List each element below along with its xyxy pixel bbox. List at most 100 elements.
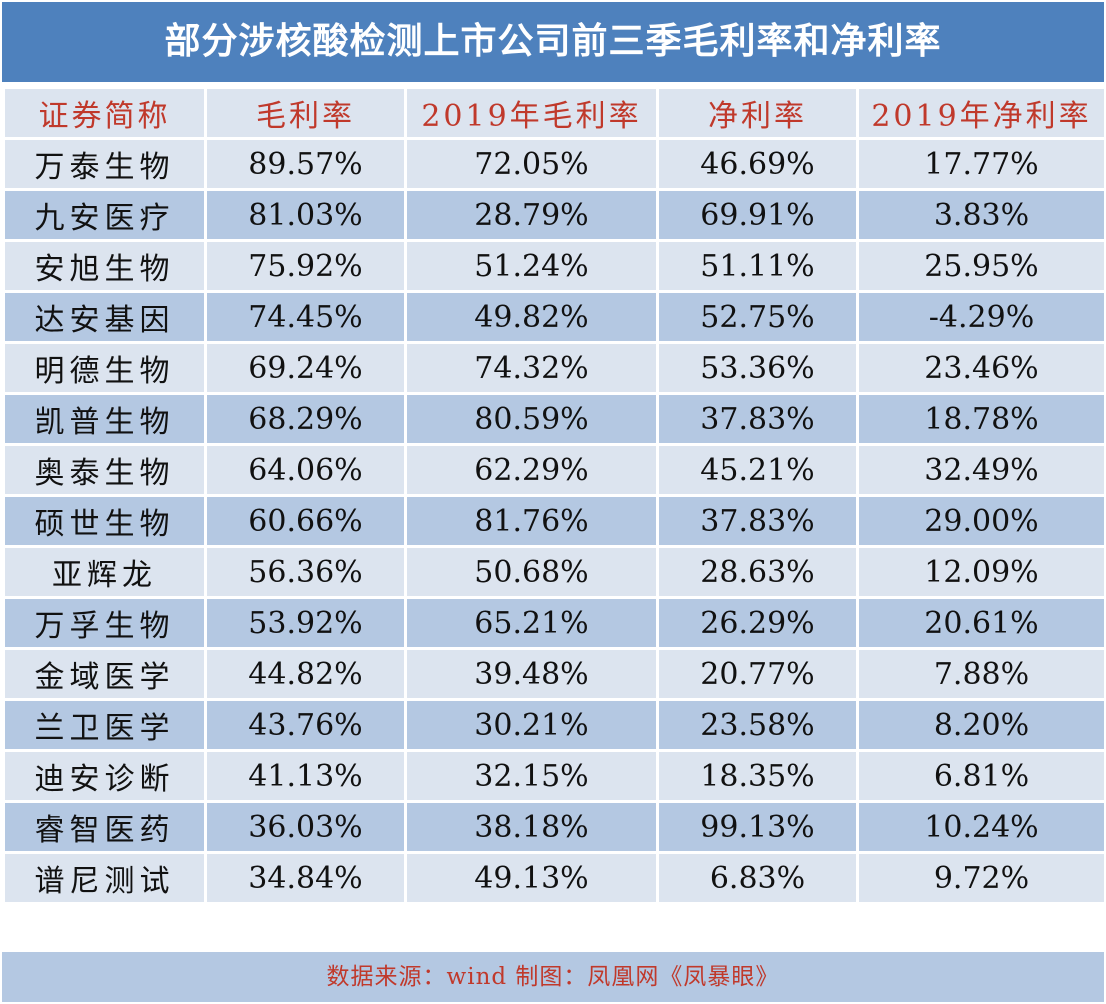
column-header: 净利率	[656, 86, 859, 140]
value-cell: 38.18%	[404, 800, 659, 854]
value-cell: 20.77%	[656, 647, 859, 701]
value-cell: 37.83%	[656, 392, 859, 446]
table-row: 迪安诊断 41.13% 32.15% 18.35% 6.81%	[2, 749, 1106, 803]
table-row: 兰卫医学 43.76% 30.21% 23.58% 8.20%	[2, 698, 1106, 752]
value-cell: 25.95%	[856, 239, 1106, 293]
value-cell: 26.29%	[656, 596, 859, 650]
table-row: 明德生物 69.24% 74.32% 53.36% 23.46%	[2, 341, 1106, 395]
value-cell: 72.05%	[404, 137, 659, 191]
column-header: 毛利率	[204, 86, 407, 140]
company-name-cell: 明德生物	[2, 341, 207, 395]
company-name-cell: 凯普生物	[2, 392, 207, 446]
table-row: 达安基因 74.45% 49.82% 52.75% -4.29%	[2, 290, 1106, 344]
table-row: 睿智医药 36.03% 38.18% 99.13% 10.24%	[2, 800, 1106, 854]
value-cell: 65.21%	[404, 596, 659, 650]
value-cell: 7.88%	[856, 647, 1106, 701]
value-cell: 37.83%	[656, 494, 859, 548]
value-cell: 56.36%	[204, 545, 407, 599]
column-header: 证券简称	[2, 86, 207, 140]
value-cell: 43.76%	[204, 698, 407, 752]
company-name-cell: 金域医学	[2, 647, 207, 701]
value-cell: 99.13%	[656, 800, 859, 854]
company-name-cell: 九安医疗	[2, 188, 207, 242]
value-cell: 17.77%	[856, 137, 1106, 191]
value-cell: 80.59%	[404, 392, 659, 446]
data-table: 证券简称 毛利率 2019年毛利率 净利率 2019年净利率 万泰生物 89.57…	[2, 86, 1106, 905]
value-cell: 64.06%	[204, 443, 407, 497]
column-header: 2019年毛利率	[404, 86, 659, 140]
value-cell: 62.29%	[404, 443, 659, 497]
value-cell: 36.03%	[204, 800, 407, 854]
value-cell: 18.78%	[856, 392, 1106, 446]
value-cell: 29.00%	[856, 494, 1106, 548]
value-cell: -4.29%	[856, 290, 1106, 344]
source-footer: 数据来源：wind 制图：凤凰网《凤暴眼》	[2, 952, 1104, 1002]
header-row: 证券简称 毛利率 2019年毛利率 净利率 2019年净利率	[2, 86, 1106, 140]
value-cell: 8.20%	[856, 698, 1106, 752]
value-cell: 49.82%	[404, 290, 659, 344]
value-cell: 44.82%	[204, 647, 407, 701]
value-cell: 41.13%	[204, 749, 407, 803]
value-cell: 3.83%	[856, 188, 1106, 242]
value-cell: 49.13%	[404, 851, 659, 905]
value-cell: 28.63%	[656, 545, 859, 599]
value-cell: 60.66%	[204, 494, 407, 548]
value-cell: 23.58%	[656, 698, 859, 752]
table-row: 万孚生物 53.92% 65.21% 26.29% 20.61%	[2, 596, 1106, 650]
company-name-cell: 睿智医药	[2, 800, 207, 854]
value-cell: 89.57%	[204, 137, 407, 191]
table-row: 九安医疗 81.03% 28.79% 69.91% 3.83%	[2, 188, 1106, 242]
value-cell: 28.79%	[404, 188, 659, 242]
company-name-cell: 奥泰生物	[2, 443, 207, 497]
value-cell: 53.92%	[204, 596, 407, 650]
value-cell: 39.48%	[404, 647, 659, 701]
value-cell: 69.91%	[656, 188, 859, 242]
value-cell: 6.83%	[656, 851, 859, 905]
company-name-cell: 达安基因	[2, 290, 207, 344]
value-cell: 23.46%	[856, 341, 1106, 395]
company-name-cell: 迪安诊断	[2, 749, 207, 803]
value-cell: 32.15%	[404, 749, 659, 803]
company-name-cell: 万孚生物	[2, 596, 207, 650]
column-header: 2019年净利率	[856, 86, 1106, 140]
chart-title: 部分涉核酸检测上市公司前三季毛利率和净利率	[2, 2, 1104, 82]
table-body: 万泰生物 89.57% 72.05% 46.69% 17.77% 九安医疗 81.03% 28…	[2, 137, 1106, 905]
table-row: 谱尼测试 34.84% 49.13% 6.83% 9.72%	[2, 851, 1106, 905]
company-name-cell: 亚辉龙	[2, 545, 207, 599]
value-cell: 34.84%	[204, 851, 407, 905]
value-cell: 68.29%	[204, 392, 407, 446]
value-cell: 12.09%	[856, 545, 1106, 599]
table-row: 凯普生物 68.29% 80.59% 37.83% 18.78%	[2, 392, 1106, 446]
value-cell: 51.11%	[656, 239, 859, 293]
company-name-cell: 万泰生物	[2, 137, 207, 191]
value-cell: 50.68%	[404, 545, 659, 599]
value-cell: 20.61%	[856, 596, 1106, 650]
value-cell: 46.69%	[656, 137, 859, 191]
value-cell: 9.72%	[856, 851, 1106, 905]
company-name-cell: 安旭生物	[2, 239, 207, 293]
value-cell: 30.21%	[404, 698, 659, 752]
value-cell: 6.81%	[856, 749, 1106, 803]
table-row: 金域医学 44.82% 39.48% 20.77% 7.88%	[2, 647, 1106, 701]
value-cell: 81.76%	[404, 494, 659, 548]
value-cell: 74.45%	[204, 290, 407, 344]
value-cell: 10.24%	[856, 800, 1106, 854]
value-cell: 75.92%	[204, 239, 407, 293]
table-row: 亚辉龙 56.36% 50.68% 28.63% 12.09%	[2, 545, 1106, 599]
value-cell: 32.49%	[856, 443, 1106, 497]
company-name-cell: 兰卫医学	[2, 698, 207, 752]
value-cell: 81.03%	[204, 188, 407, 242]
value-cell: 18.35%	[656, 749, 859, 803]
table-row: 万泰生物 89.57% 72.05% 46.69% 17.77%	[2, 137, 1106, 191]
value-cell: 74.32%	[404, 341, 659, 395]
value-cell: 45.21%	[656, 443, 859, 497]
table-row: 奥泰生物 64.06% 62.29% 45.21% 32.49%	[2, 443, 1106, 497]
company-name-cell: 硕世生物	[2, 494, 207, 548]
value-cell: 69.24%	[204, 341, 407, 395]
value-cell: 52.75%	[656, 290, 859, 344]
table-row: 硕世生物 60.66% 81.76% 37.83% 29.00%	[2, 494, 1106, 548]
table-row: 安旭生物 75.92% 51.24% 51.11% 25.95%	[2, 239, 1106, 293]
value-cell: 51.24%	[404, 239, 659, 293]
company-name-cell: 谱尼测试	[2, 851, 207, 905]
